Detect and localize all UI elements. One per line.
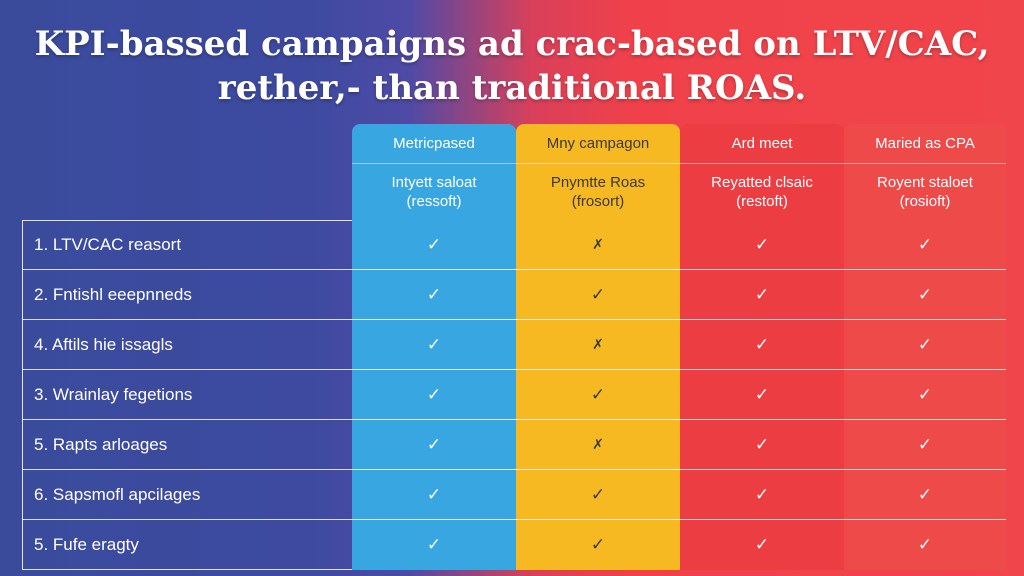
check-icon: ✓: [754, 535, 770, 555]
row-divider: [22, 319, 1006, 320]
check-icon: ✓: [754, 435, 770, 455]
table-row: 1. LTV/CAC reasort ✓ ✗ ✓ ✓: [22, 220, 1006, 270]
row-label: 4. Aftils hie issagls: [34, 335, 173, 354]
title-line-2: rether,- than traditional ROAS.: [217, 68, 807, 108]
row-divider: [22, 369, 1006, 370]
column-subheader: Intyett saloat (ressoft): [352, 164, 516, 220]
table-row: 4. Aftils hie issagls ✓ ✗ ✓ ✓: [22, 320, 1006, 370]
check-icon: ✓: [590, 385, 606, 405]
row-label: 2. Fntishl eeepnneds: [34, 285, 192, 304]
cross-icon: ✗: [592, 437, 604, 453]
check-icon: ✓: [754, 235, 770, 255]
column-cpa: Maried as CPA Royent staloet (rosioft): [844, 124, 1006, 570]
column-campaign: Mny campagon Pnymtte Roas (frosort): [516, 124, 680, 570]
row-divider: [22, 519, 1006, 520]
check-icon: ✓: [590, 285, 606, 305]
column-subheader-note: (rosioft): [899, 193, 951, 210]
column-header: Ard meet: [680, 124, 844, 164]
check-icon: ✓: [426, 535, 442, 555]
check-icon: ✓: [426, 435, 442, 455]
column-subheader-line: Reyatted clsaic: [711, 174, 813, 191]
row-label: 5. Fufe eragty: [34, 535, 139, 554]
column-header: Mny campagon: [516, 124, 680, 164]
row-label-box: [22, 220, 352, 570]
check-icon: ✓: [917, 435, 933, 455]
check-icon: ✓: [917, 285, 933, 305]
check-icon: ✓: [917, 385, 933, 405]
table-row: 6. Sapsmofl apcilages ✓ ✓ ✓ ✓: [22, 470, 1006, 520]
check-icon: ✓: [917, 235, 933, 255]
row-label: 6. Sapsmofl apcilages: [34, 485, 201, 504]
table-row: 2. Fntishl eeepnneds ✓ ✓ ✓ ✓: [22, 270, 1006, 320]
check-icon: ✓: [754, 485, 770, 505]
column-subheader-line: Royent staloet: [877, 174, 973, 191]
title-line-1: KPI-bassed campaigns ad crac-based on LT…: [34, 24, 990, 64]
column-subheader: Pnymtte Roas (frosort): [516, 164, 680, 220]
check-icon: ✓: [426, 485, 442, 505]
column-header: Maried as CPA: [844, 124, 1006, 164]
comparison-table: Metric​pased Intyett saloat (ressoft) Mn…: [22, 124, 1006, 570]
column-metric-based: Metric​pased Intyett saloat (ressoft): [352, 124, 516, 570]
cross-icon: ✗: [592, 237, 604, 253]
row-divider: [22, 469, 1006, 470]
column-subheader-line: Intyett saloat: [391, 174, 477, 191]
column-ard-meet: Ard meet Reyatted clsaic (restoft): [680, 124, 844, 570]
check-icon: ✓: [917, 485, 933, 505]
table-row: 5. Rapts arloages ✓ ✗ ✓ ✓: [22, 420, 1006, 470]
column-subheader: Reyatted clsaic (restoft): [680, 164, 844, 220]
check-icon: ✓: [754, 285, 770, 305]
column-subheader-note: (restoft): [736, 193, 788, 210]
check-icon: ✓: [917, 335, 933, 355]
check-icon: ✓: [917, 535, 933, 555]
column-header: Metric​pased: [352, 124, 516, 164]
check-icon: ✓: [754, 385, 770, 405]
cross-icon: ✗: [592, 337, 604, 353]
column-subheader-note: (ressoft): [406, 193, 462, 210]
row-divider: [22, 419, 1006, 420]
column-subheader: Royent staloet (rosioft): [844, 164, 1006, 220]
row-label: 5. Rapts arloages: [34, 435, 168, 454]
table-row: 5. Fufe eragty ✓ ✓ ✓ ✓: [22, 520, 1006, 570]
check-icon: ✓: [426, 385, 442, 405]
row-label: 3. Wrainlay fegetions: [34, 385, 193, 404]
check-icon: ✓: [426, 235, 442, 255]
check-icon: ✓: [590, 535, 606, 555]
column-subheader-note: (frosort): [571, 193, 625, 210]
check-icon: ✓: [426, 335, 442, 355]
row-label: 1. LTV/CAC reasort: [34, 235, 182, 254]
check-icon: ✓: [590, 485, 606, 505]
row-divider: [22, 269, 1006, 270]
page-title: KPI-bassed campaigns ad crac-based on LT…: [0, 22, 1024, 110]
check-icon: ✓: [426, 285, 442, 305]
column-subheader-line: Pnymtte Roas: [550, 174, 646, 191]
check-icon: ✓: [754, 335, 770, 355]
table-row: 3. Wrainlay fegetions ✓ ✓ ✓ ✓: [22, 370, 1006, 420]
